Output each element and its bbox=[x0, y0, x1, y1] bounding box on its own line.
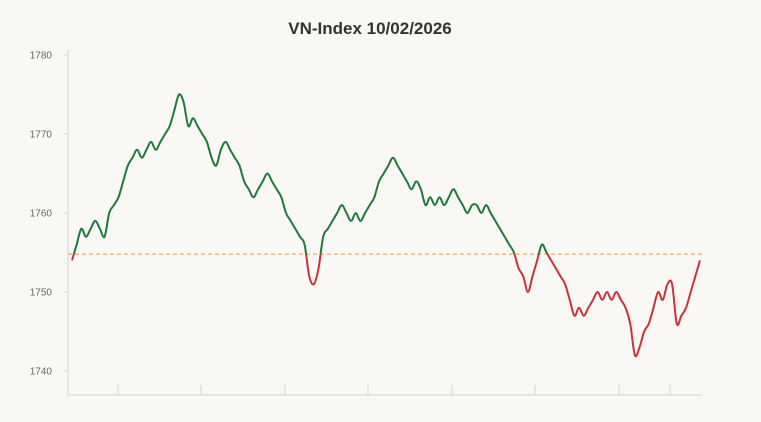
chart-title: VN-Index 10/02/2026 bbox=[288, 19, 451, 38]
y-tick-label: 1760 bbox=[30, 209, 53, 220]
y-tick-label: 1750 bbox=[30, 288, 53, 299]
price-line-group bbox=[71, 93, 701, 358]
y-tick-label: 1780 bbox=[30, 51, 53, 62]
y-tick-label: 1740 bbox=[30, 367, 53, 378]
y-tick-label: 1770 bbox=[30, 130, 53, 141]
axes bbox=[67, 50, 702, 396]
price-line-above-reference bbox=[72, 93, 549, 255]
price-line-below-reference bbox=[71, 254, 701, 358]
y-axis-ticks: 1740 1750 1760 1770 1780 bbox=[30, 51, 68, 378]
